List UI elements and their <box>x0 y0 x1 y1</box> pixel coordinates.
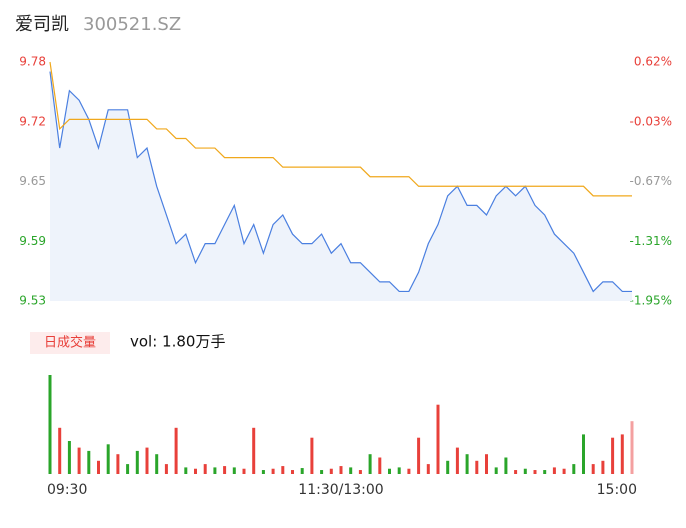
volume-bar <box>87 450 91 474</box>
volume-bar <box>145 447 149 474</box>
volume-bar <box>203 464 207 474</box>
volume-bar <box>329 468 333 474</box>
volume-bar <box>194 468 197 474</box>
volume-bar <box>620 434 624 474</box>
volume-bar <box>106 444 110 474</box>
volume-label: 日成交量 <box>44 335 96 351</box>
volume-bar <box>407 468 411 474</box>
y2-tick-label: -0.67% <box>630 174 672 188</box>
volume-bar <box>213 467 217 474</box>
volume-bar <box>291 470 294 474</box>
volume-bar <box>611 437 615 474</box>
volume-bar <box>485 454 488 474</box>
x-tick-label: 09:30 <box>47 482 87 498</box>
volume-bar <box>358 470 362 474</box>
volume-bar <box>281 466 285 474</box>
volume-bar <box>417 437 421 474</box>
volume-bar <box>300 468 304 474</box>
volume-bar <box>426 464 430 474</box>
volume-bar <box>504 457 508 474</box>
y-tick-label: 9.72 <box>19 114 46 128</box>
volume-bar <box>514 470 518 474</box>
x-tick-label: 15:00 <box>597 482 637 498</box>
volume-bar <box>552 467 556 474</box>
volume-bar <box>562 468 566 474</box>
y2-tick-label: -1.95% <box>630 294 672 308</box>
volume-bar <box>475 460 479 474</box>
volume-bar <box>310 437 314 474</box>
price-line <box>49 61 632 197</box>
volume-bar <box>572 464 576 474</box>
volume-bar <box>242 468 246 474</box>
price-line <box>49 71 632 293</box>
volume-bar <box>630 421 634 474</box>
y-tick-label: 9.65 <box>19 174 46 188</box>
volume-bar <box>261 470 265 474</box>
volume-bar <box>252 427 256 474</box>
volume-bar <box>271 468 275 474</box>
volume-bar <box>582 434 585 474</box>
stock-code: 300521.SZ <box>83 14 181 35</box>
volume-bar <box>455 447 459 474</box>
volume-bar <box>349 467 353 474</box>
x-tick-label: 11:30/13:00 <box>298 482 383 498</box>
volume-bar <box>533 470 537 474</box>
price-area <box>50 71 632 301</box>
y2-tick-label: -1.31% <box>630 234 672 248</box>
volume-bar <box>388 468 391 474</box>
y-tick-label: 9.53 <box>19 294 46 308</box>
volume-bar <box>135 450 139 474</box>
stock-name: 爱司凯 <box>15 14 69 35</box>
volume-bar <box>58 427 62 474</box>
volume-bar <box>126 464 130 474</box>
volume-bar <box>155 454 159 474</box>
volume-bar <box>97 460 100 474</box>
volume-bar <box>591 464 595 474</box>
volume-bar <box>601 460 605 474</box>
volume-bar <box>397 467 401 474</box>
volume-bar <box>368 454 372 474</box>
volume-badge <box>30 332 110 354</box>
y2-tick-label: -0.03% <box>630 114 672 128</box>
y-tick-label: 9.78 <box>19 55 46 69</box>
volume-bar <box>232 467 236 474</box>
volume-bar <box>116 454 120 474</box>
volume-bar <box>184 467 188 474</box>
volume-bar <box>494 467 498 474</box>
volume-bar <box>523 468 527 474</box>
volume-bar <box>164 464 168 474</box>
volume-bar <box>465 454 469 474</box>
volume-bar <box>378 457 382 474</box>
volume-bar <box>67 441 71 474</box>
volume-bar <box>77 447 81 474</box>
volume-summary: vol: 1.80万手 <box>130 333 225 351</box>
volume-bar <box>223 466 227 474</box>
volume-bar <box>48 375 52 474</box>
y-tick-label: 9.59 <box>19 234 46 248</box>
volume-bar <box>446 460 450 474</box>
y2-tick-label: 0.62% <box>634 55 672 69</box>
volume-bar <box>436 404 440 474</box>
volume-bar <box>543 470 547 474</box>
volume-bar <box>320 470 324 474</box>
volume-bar <box>339 466 343 474</box>
volume-bar <box>174 427 178 474</box>
